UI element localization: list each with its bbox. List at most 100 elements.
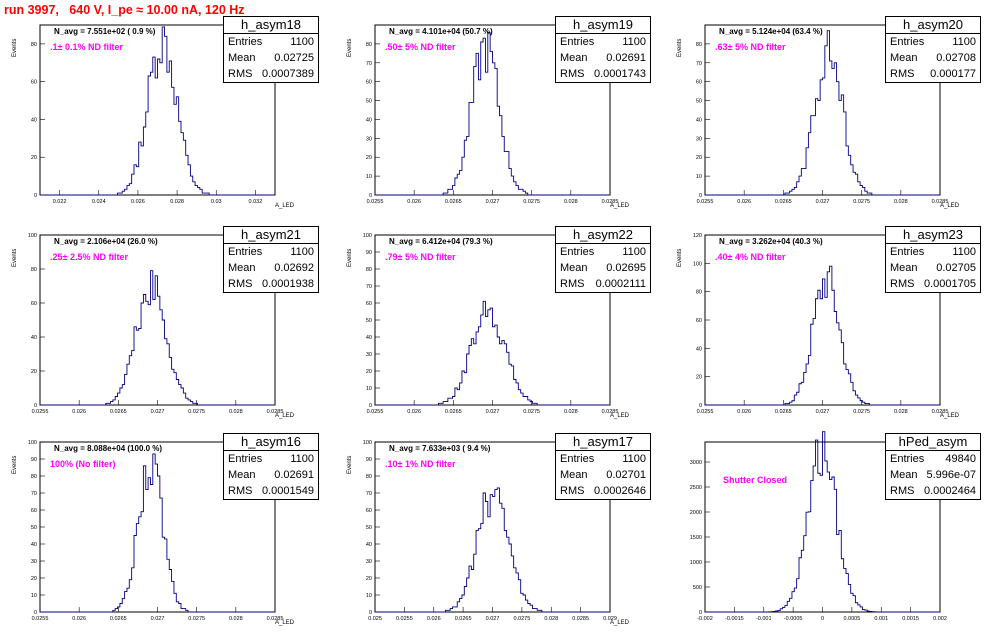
stats-row-entries: Entries 1100 bbox=[556, 34, 650, 50]
stats-label-rms: RMS bbox=[228, 485, 253, 497]
y-tick-label: 20 bbox=[31, 369, 37, 375]
x-tick-label: 0.026 bbox=[737, 199, 751, 205]
histogram-line bbox=[705, 30, 940, 196]
stats-value-rms: 0.000177 bbox=[930, 68, 976, 80]
x-tick-label: 0.028 bbox=[170, 199, 184, 205]
histogram-panel-h_asym17: 0 10 20 30 40 50 60 70 80 90 100 0.025 0.0255 0.026 0.… bbox=[335, 432, 655, 635]
filter-label: Shutter Closed bbox=[723, 475, 788, 485]
stats-row-rms: RMS 0.0001705 bbox=[886, 276, 980, 292]
n-avg-annotation: N_avg = 7.633e+03 ( 9.4 %) bbox=[389, 444, 491, 453]
x-tick-label: -0.0015 bbox=[725, 616, 744, 622]
x-tick-label: 0.026 bbox=[72, 616, 86, 622]
histogram-svg: 0 10 20 30 40 50 60 70 80 0.0255 0.026 0.0265 0.027 0… bbox=[366, 24, 618, 205]
histogram-svg: 0 500 1000 1500 2000 2500 3000 -0.002 -0.0015 -0.… bbox=[690, 431, 947, 622]
y-tick-label: 70 bbox=[31, 491, 37, 497]
y-tick-label: 0 bbox=[34, 193, 37, 199]
stats-row-mean: Mean 0.02701 bbox=[556, 467, 650, 483]
x-tick-label: 0.027 bbox=[486, 409, 500, 415]
stats-value-rms: 0.0001938 bbox=[262, 278, 314, 290]
y-tick-label: 0 bbox=[699, 193, 702, 199]
y-tick-label: 20 bbox=[366, 576, 372, 582]
y-tick-label: 30 bbox=[31, 559, 37, 565]
y-tick-label: 100 bbox=[693, 261, 702, 267]
stats-label-entries: Entries bbox=[560, 246, 595, 258]
stats-row-rms: RMS 0.0002111 bbox=[556, 276, 650, 292]
x-axis-label: A_LED bbox=[610, 203, 630, 209]
x-tick-label: 0.027 bbox=[816, 409, 830, 415]
filter-label: .1± 0.1% ND filter bbox=[50, 42, 123, 52]
histogram-svg: 0 20 40 60 80 100 120 0.0255 0.026 0.0265 0.027 0.0… bbox=[693, 233, 949, 415]
stats-label-mean: Mean bbox=[228, 52, 256, 64]
y-tick-label: 80 bbox=[366, 474, 372, 480]
x-tick-label: 0.0255 bbox=[697, 199, 714, 205]
stats-box-title: h_asym17 bbox=[556, 434, 650, 451]
y-tick-label: 100 bbox=[363, 440, 372, 446]
x-tick-label: 0.0005 bbox=[843, 616, 860, 622]
y-tick-label: 70 bbox=[366, 61, 372, 67]
y-tick-label: 80 bbox=[31, 42, 37, 48]
stats-box-title: h_asym20 bbox=[886, 17, 980, 34]
y-tick-label: 0 bbox=[34, 610, 37, 616]
filter-label: .40± 4% ND filter bbox=[715, 252, 786, 262]
stats-row-rms: RMS 0.000177 bbox=[886, 66, 980, 82]
stats-value-mean: 0.02701 bbox=[606, 469, 646, 481]
stats-value-rms: 0.0007389 bbox=[262, 68, 314, 80]
y-tick-label: 500 bbox=[693, 585, 702, 591]
y-tick-label: 60 bbox=[366, 80, 372, 86]
stats-value-entries: 1100 bbox=[622, 453, 646, 465]
stats-row-entries: Entries 1100 bbox=[224, 244, 318, 260]
stats-label-entries: Entries bbox=[560, 453, 595, 465]
y-tick-label: 20 bbox=[31, 155, 37, 161]
n-avg-annotation: N_avg = 5.124e+04 (63.4 %) bbox=[719, 27, 823, 36]
stats-box-title: h_asym18 bbox=[224, 17, 318, 34]
x-tick-label: 0.0285 bbox=[267, 409, 284, 415]
histogram-panel-h_asym22: 0 10 20 30 40 50 60 70 80 90 100 0.0255 0.026 0.0265 0… bbox=[335, 225, 655, 428]
x-axis-label: A_LED bbox=[275, 413, 295, 419]
stats-label-entries: Entries bbox=[890, 453, 925, 465]
y-tick-label: 20 bbox=[366, 155, 372, 161]
stats-label-mean: Mean bbox=[560, 52, 588, 64]
y-tick-label: 2000 bbox=[690, 510, 702, 516]
stats-value-mean: 0.02705 bbox=[936, 262, 976, 274]
y-tick-label: 40 bbox=[31, 542, 37, 548]
y-tick-label: 40 bbox=[696, 117, 702, 123]
y-tick-label: 70 bbox=[366, 491, 372, 497]
y-axis-label: Events bbox=[12, 455, 18, 474]
stats-label-entries: Entries bbox=[560, 36, 595, 48]
x-tick-label: 0.028 bbox=[544, 616, 558, 622]
x-tick-label: 0.0275 bbox=[523, 199, 540, 205]
x-axis-label: A_LED bbox=[610, 620, 630, 626]
x-tick-label: 0.032 bbox=[249, 199, 263, 205]
stats-row-rms: RMS 0.0001938 bbox=[224, 276, 318, 292]
histogram-panel-h_asym18: 0 20 40 60 80 0.022 0.024 0.026 0.028 0.03 0.032 Ev… bbox=[0, 15, 320, 218]
stats-label-entries: Entries bbox=[228, 36, 263, 48]
x-tick-label: 0.0275 bbox=[188, 616, 205, 622]
x-tick-label: 0.0275 bbox=[853, 199, 870, 205]
stats-row-mean: Mean 0.02708 bbox=[886, 50, 980, 66]
histogram-panel-h_asym21: 0 20 40 60 80 100 0.0255 0.026 0.0265 0.027 0.0275… bbox=[0, 225, 320, 428]
x-tick-label: 0.028 bbox=[894, 199, 908, 205]
x-tick-label: 0.0255 bbox=[697, 409, 714, 415]
x-tick-label: 0.029 bbox=[603, 616, 617, 622]
stats-box-title: h_asym23 bbox=[886, 227, 980, 244]
stats-label-mean: Mean bbox=[890, 262, 918, 274]
x-axis-label: A_LED bbox=[275, 620, 295, 626]
stats-row-entries: Entries 49840 bbox=[886, 451, 980, 467]
stats-value-mean: 0.02725 bbox=[274, 52, 314, 64]
y-tick-label: 70 bbox=[366, 284, 372, 290]
x-tick-label: 0.027 bbox=[151, 616, 165, 622]
x-tick-label: 0.0265 bbox=[110, 616, 127, 622]
stats-row-mean: Mean 5.996e-07 bbox=[886, 467, 980, 483]
histogram-svg: 0 10 20 30 40 50 60 70 80 0.0255 0.026 0.0265 0.027 0… bbox=[696, 24, 948, 205]
stats-box: h_asym23 Entries 1100 Mean 0.02705 RMS 0.00017… bbox=[885, 226, 981, 293]
x-tick-label: 0.026 bbox=[407, 199, 421, 205]
x-tick-label: 0.028 bbox=[894, 409, 908, 415]
stats-value-rms: 0.0001549 bbox=[262, 485, 314, 497]
filter-label: .50± 5% ND filter bbox=[385, 42, 456, 52]
y-tick-label: 50 bbox=[366, 99, 372, 105]
y-tick-label: 40 bbox=[31, 335, 37, 341]
y-tick-label: 60 bbox=[366, 301, 372, 307]
stats-value-entries: 1100 bbox=[290, 453, 314, 465]
y-tick-label: 60 bbox=[366, 508, 372, 514]
x-tick-label: 0.0255 bbox=[32, 409, 49, 415]
